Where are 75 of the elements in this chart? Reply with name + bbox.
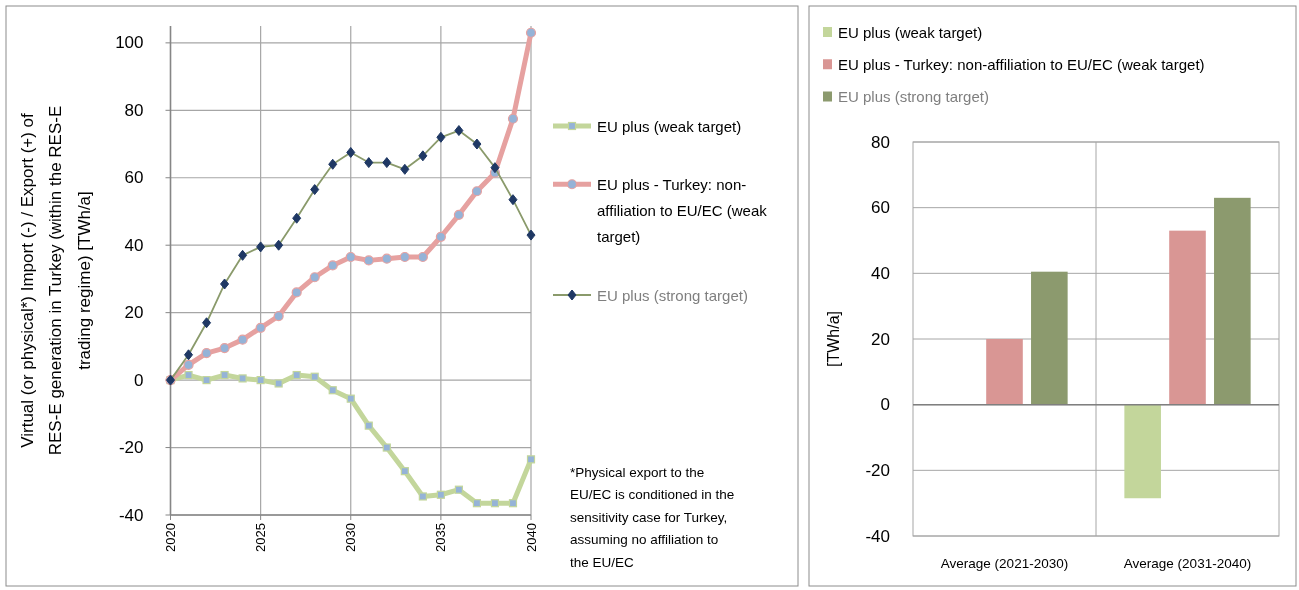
legend-label: EU plus (weak target) [597,117,742,135]
x-tick-label: Average (2021-2030) [940,555,1069,571]
point [399,251,410,263]
y-tick-label: 100 [115,33,144,53]
y-tick-label: 60 [871,198,890,218]
legend-label: EU plus (weak target) [838,23,983,41]
point [256,376,265,385]
point [346,394,355,403]
y-tick-label: 40 [871,263,890,283]
point [525,27,537,38]
bar [1124,404,1161,499]
x-tick-label: 2025 [253,523,269,552]
y-tick-label: -40 [118,505,144,525]
point [382,443,391,452]
y-tick-label: 80 [124,100,144,120]
point [328,386,337,395]
point [255,322,266,333]
point [345,251,356,263]
point [184,370,193,380]
y-tick-label: -20 [865,460,890,480]
point [453,209,464,220]
point [238,374,247,383]
point [237,334,248,345]
y-axis-title: Virtual (or physical*) Import (-) / Export (+) of RES-E generation in Turkey (within the RES-E trading regime) [TWh/a] [18,105,94,456]
point [219,342,230,354]
point [471,186,483,197]
point [507,113,519,124]
point [418,492,427,501]
y-tick-label: 40 [124,235,144,255]
point [309,272,320,283]
point [435,231,446,242]
x-tick-label: 2030 [343,523,359,552]
point [201,348,212,359]
point [436,490,445,499]
y-tick-label: -40 [865,526,890,546]
bar [1214,197,1251,405]
point [400,467,409,476]
point [274,379,283,388]
x-tick-label: 2040 [523,523,539,552]
x-tick-label: Average (2031-2040) [1123,555,1252,571]
x-tick-label: 2020 [163,523,178,552]
bar [1169,230,1206,405]
bar [986,339,1023,405]
point [202,376,211,385]
point [417,251,428,263]
bar [1031,271,1068,405]
legend-label: EU plus (strong target) [597,286,748,304]
legend-label: EU plus - Turkey: non-affiliation to EU/EC (weak target) [838,55,1205,73]
point [508,499,518,508]
y-axis-title: [TWh/a] [824,310,842,368]
point [490,499,500,508]
point [292,370,301,380]
y-tick-label: -20 [118,438,144,458]
point [364,421,373,430]
legend-label: EU plus (strong target) [838,88,989,105]
point [220,370,229,380]
legend-label: EU plus - Turkey: non-affiliation to EU/EC (weak target) [597,175,768,246]
point [454,485,463,494]
point [291,287,302,298]
y-tick-label: 60 [124,168,144,188]
point [183,359,194,371]
y-tick-label: 20 [124,303,144,323]
point [327,260,338,271]
y-tick-label: 20 [871,329,890,349]
point [310,372,319,381]
point [273,310,284,322]
x-tick-label: 2035 [433,523,449,552]
point [472,499,482,508]
y-tick-label: 0 [134,370,144,390]
y-tick-label: 0 [880,395,890,415]
point [526,455,536,464]
text: *Physical export to the EU/EC is conditioned in the sensitivity case for Turkey, assuming no affiliation to the EU/EC [570,464,735,570]
y-tick-label: 80 [871,132,890,152]
point [381,253,392,264]
point [363,255,374,266]
